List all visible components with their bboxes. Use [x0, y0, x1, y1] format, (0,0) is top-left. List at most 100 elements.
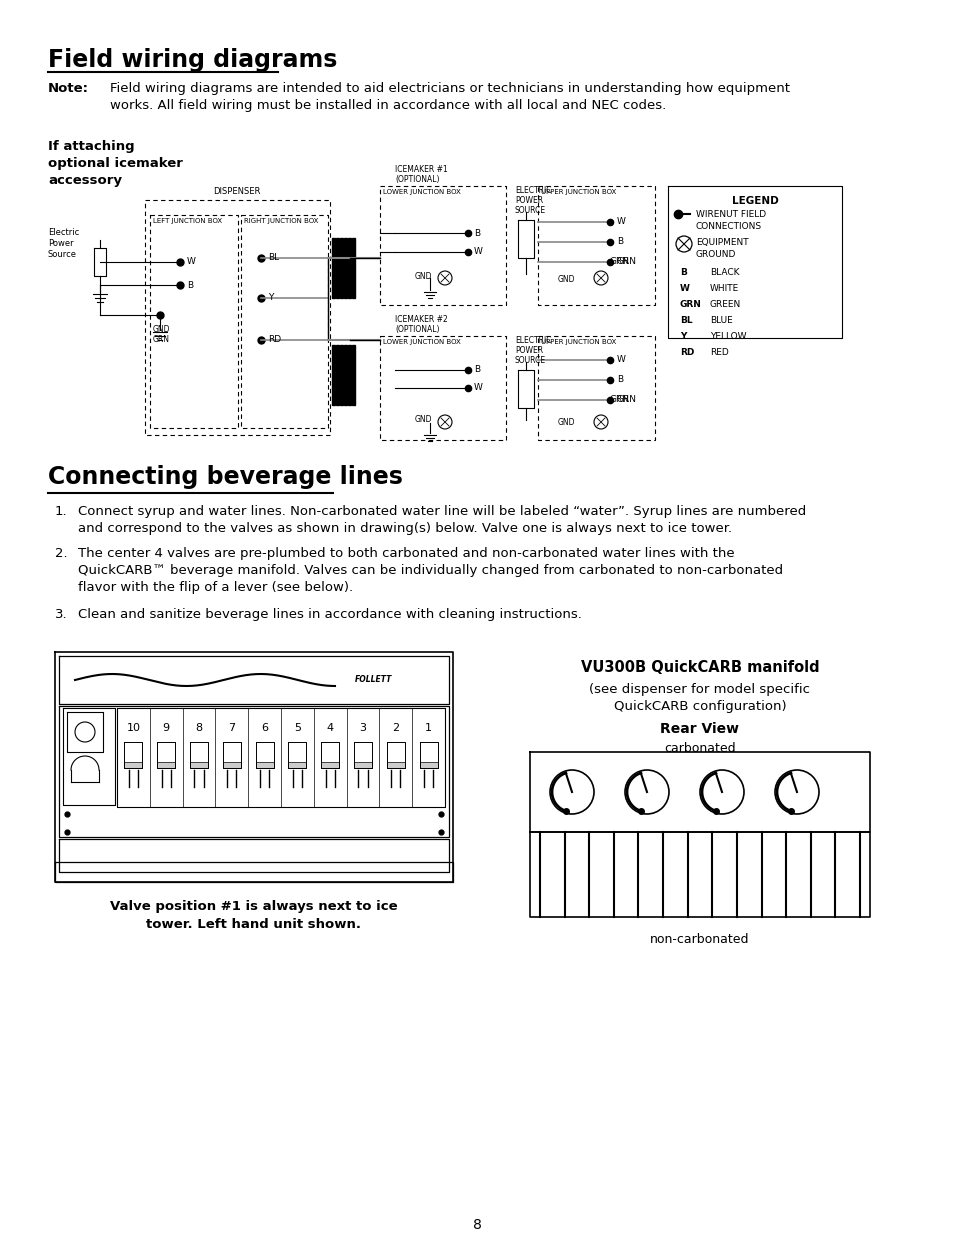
Text: SOURCE: SOURCE [515, 356, 545, 366]
Bar [344, 345, 347, 405]
Text: accessory: accessory [48, 174, 122, 186]
Text: RD: RD [268, 336, 281, 345]
Text: W: W [474, 384, 482, 393]
Text: B: B [474, 366, 479, 374]
Text: B: B [617, 375, 622, 384]
Text: GRN: GRN [679, 300, 701, 309]
Text: 1.: 1. [55, 505, 68, 517]
Text: Connect syrup and water lines. Non-carbonated water line will be labeled “water”: Connect syrup and water lines. Non-carbo… [78, 505, 805, 517]
Text: GND: GND [558, 417, 575, 427]
Text: 4: 4 [326, 722, 334, 734]
Text: UPPER JUNCTION BOX: UPPER JUNCTION BOX [540, 338, 616, 345]
Text: BL: BL [679, 316, 692, 325]
Text: RD: RD [679, 348, 694, 357]
Text: W: W [679, 284, 689, 293]
Text: carbonated: carbonated [663, 742, 735, 755]
Text: POWER: POWER [515, 196, 542, 205]
Text: GRN: GRN [609, 395, 629, 405]
Text: ELECTRIC: ELECTRIC [515, 336, 551, 345]
Text: The center 4 valves are pre-plumbed to both carbonated and non-carbonated water : The center 4 valves are pre-plumbed to b… [78, 547, 734, 559]
Text: UPPER JUNCTION BOX: UPPER JUNCTION BOX [540, 189, 616, 195]
Bar [335, 238, 338, 298]
Text: ICEMAKER #2: ICEMAKER #2 [395, 315, 447, 324]
Bar [190, 762, 208, 768]
Text: QuickCARB™ beverage manifold. Valves can be individually changed from carbonated: QuickCARB™ beverage manifold. Valves can… [78, 564, 782, 577]
Text: GND: GND [415, 272, 432, 282]
Bar [352, 345, 355, 405]
Text: W: W [474, 247, 482, 257]
Text: GRN: GRN [617, 395, 637, 405]
Text: Connecting beverage lines: Connecting beverage lines [48, 466, 402, 489]
Bar [157, 762, 175, 768]
Text: 7: 7 [228, 722, 235, 734]
Text: If attaching: If attaching [48, 140, 134, 153]
Text: B: B [187, 280, 193, 289]
Text: Rear View: Rear View [659, 722, 739, 736]
Text: GND: GND [152, 325, 171, 333]
Text: GRN: GRN [609, 258, 629, 267]
Text: WHITE: WHITE [709, 284, 739, 293]
Bar [335, 345, 338, 405]
Text: works. All field wiring must be installed in accordance with all local and NEC c: works. All field wiring must be installe… [110, 99, 665, 112]
Text: Note:: Note: [48, 82, 89, 95]
Text: 1: 1 [425, 722, 432, 734]
Text: 2: 2 [392, 722, 399, 734]
Text: non-carbonated: non-carbonated [650, 932, 749, 946]
Text: ICEMAKER #1: ICEMAKER #1 [395, 165, 447, 174]
Text: LEGEND: LEGEND [731, 196, 778, 206]
Text: Power: Power [48, 240, 73, 248]
Text: DISPENSER: DISPENSER [213, 186, 260, 196]
Text: GRN: GRN [152, 335, 170, 345]
Text: YELLOW: YELLOW [709, 332, 745, 341]
Text: LOWER JUNCTION BOX: LOWER JUNCTION BOX [382, 189, 460, 195]
Text: GND: GND [415, 415, 432, 424]
Text: 9: 9 [162, 722, 170, 734]
Text: Source: Source [48, 249, 77, 259]
Bar [344, 238, 347, 298]
Text: B: B [474, 228, 479, 237]
Bar [288, 762, 306, 768]
Text: GND: GND [558, 275, 575, 284]
Text: WIRENUT FIELD: WIRENUT FIELD [696, 210, 765, 219]
Text: 10: 10 [126, 722, 140, 734]
Text: 6: 6 [261, 722, 268, 734]
Text: 3.: 3. [55, 608, 68, 621]
Text: BLACK: BLACK [709, 268, 739, 277]
Text: 2.: 2. [55, 547, 68, 559]
Text: B: B [617, 237, 622, 247]
Text: RED: RED [709, 348, 728, 357]
Text: LEFT JUNCTION BOX: LEFT JUNCTION BOX [152, 219, 222, 224]
Text: Field wiring diagrams are intended to aid electricians or technicians in underst: Field wiring diagrams are intended to ai… [110, 82, 789, 95]
Text: Y: Y [268, 294, 274, 303]
Text: flavor with the flip of a lever (see below).: flavor with the flip of a lever (see bel… [78, 580, 353, 594]
Bar [348, 345, 351, 405]
Bar [332, 345, 335, 405]
Text: W: W [617, 356, 625, 364]
Text: B: B [679, 268, 686, 277]
Bar [354, 762, 372, 768]
Text: W: W [617, 217, 625, 226]
Bar [352, 238, 355, 298]
Text: 3: 3 [359, 722, 366, 734]
Text: and correspond to the valves as shown in drawing(s) below. Valve one is always n: and correspond to the valves as shown in… [78, 522, 731, 535]
Text: 8: 8 [472, 1218, 481, 1233]
Bar [332, 238, 335, 298]
Text: (OPTIONAL): (OPTIONAL) [395, 175, 439, 184]
Bar [419, 762, 437, 768]
Text: GROUND: GROUND [696, 249, 736, 259]
Text: Valve position #1 is always next to ice: Valve position #1 is always next to ice [111, 900, 397, 913]
Text: Y: Y [679, 332, 685, 341]
Text: VU300B QuickCARB manifold: VU300B QuickCARB manifold [580, 659, 819, 676]
Text: (OPTIONAL): (OPTIONAL) [395, 325, 439, 333]
Text: optional icemaker: optional icemaker [48, 157, 183, 170]
Text: FOLLETT: FOLLETT [355, 676, 392, 684]
Text: LOWER JUNCTION BOX: LOWER JUNCTION BOX [382, 338, 460, 345]
Text: QuickCARB configuration): QuickCARB configuration) [613, 700, 785, 713]
Text: GREEN: GREEN [709, 300, 740, 309]
Text: ELECTRIC: ELECTRIC [515, 186, 551, 195]
Text: GRN: GRN [617, 258, 637, 267]
Text: BL: BL [268, 253, 279, 263]
Bar [386, 762, 404, 768]
Bar [124, 762, 142, 768]
Bar [321, 762, 339, 768]
